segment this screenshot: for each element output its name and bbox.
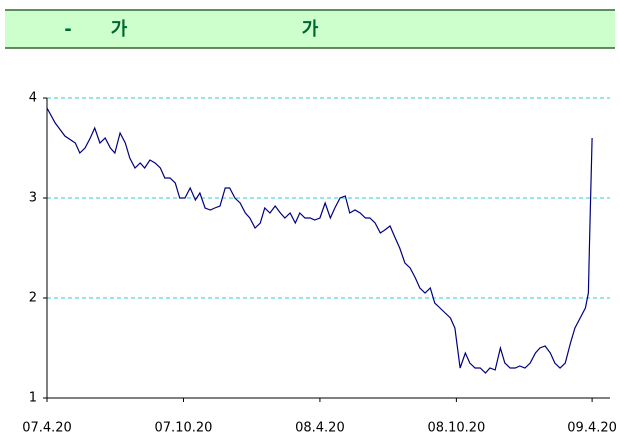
header-text: 가 <box>111 19 128 40</box>
y-tick-label: 3 <box>29 191 37 206</box>
header-text: - <box>64 19 71 40</box>
x-tick-label: 09.4.20 <box>567 421 617 436</box>
x-tick-label: 07.10.20 <box>155 421 213 436</box>
header-band <box>5 10 615 48</box>
x-tick-label: 08.10.20 <box>427 421 485 436</box>
line-series <box>46 107 593 374</box>
x-tick-label: 08.4.20 <box>295 421 345 436</box>
y-tick-label: 1 <box>29 391 37 406</box>
y-tick-label: 2 <box>29 291 37 306</box>
x-tick-label: 07.4.20 <box>22 421 72 436</box>
header-text: 가 <box>302 19 319 40</box>
y-tick-label: 4 <box>29 91 37 106</box>
